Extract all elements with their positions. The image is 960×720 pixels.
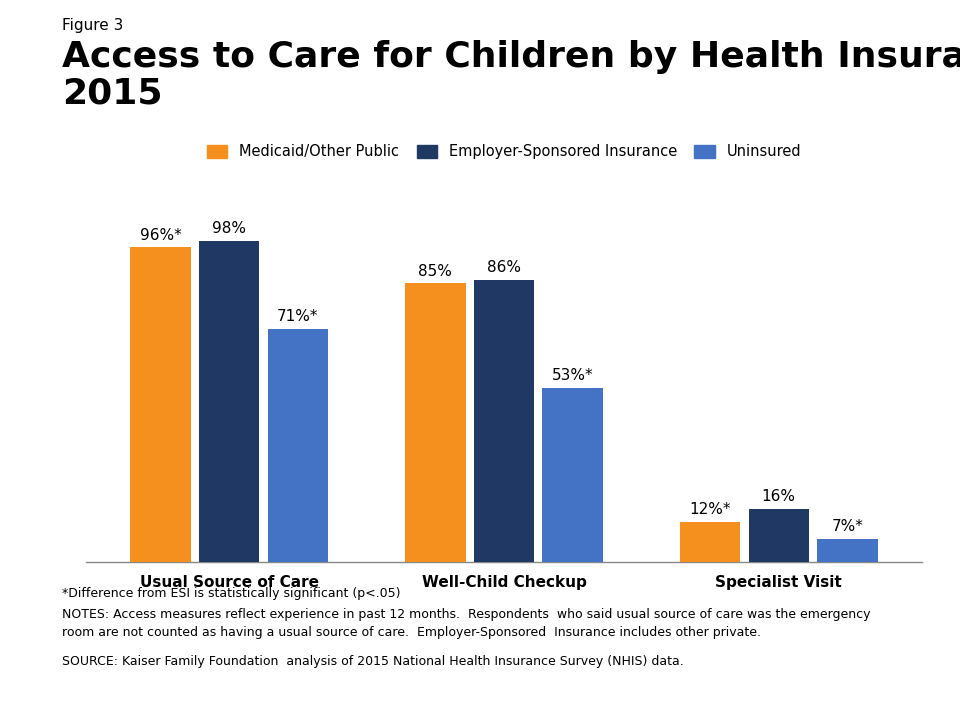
Bar bbox=[542, 388, 603, 562]
Text: 98%: 98% bbox=[212, 221, 247, 236]
Bar bbox=[474, 280, 534, 562]
Text: 7%*: 7%* bbox=[831, 519, 863, 534]
Text: Figure 3: Figure 3 bbox=[62, 18, 124, 33]
Text: Access to Care for Children by Health Insurance Status,
2015: Access to Care for Children by Health In… bbox=[62, 40, 960, 110]
Text: 96%*: 96%* bbox=[140, 228, 181, 243]
Text: NOTES: Access measures reflect experience in past 12 months.  Respondents  who s: NOTES: Access measures reflect experienc… bbox=[62, 608, 871, 639]
Text: 71%*: 71%* bbox=[277, 310, 319, 324]
Text: 16%: 16% bbox=[761, 490, 796, 504]
Bar bbox=[749, 509, 809, 562]
Text: 85%: 85% bbox=[419, 264, 452, 279]
Bar bbox=[405, 284, 466, 562]
Bar bbox=[268, 329, 328, 562]
Bar bbox=[680, 522, 740, 562]
Text: *Difference from ESI is statistically significant (p<.05): *Difference from ESI is statistically si… bbox=[62, 587, 401, 600]
Text: 86%: 86% bbox=[487, 260, 521, 275]
Text: 53%*: 53%* bbox=[552, 368, 593, 383]
Text: 12%*: 12%* bbox=[689, 503, 731, 518]
Legend: Medicaid/Other Public, Employer-Sponsored Insurance, Uninsured: Medicaid/Other Public, Employer-Sponsore… bbox=[207, 144, 801, 159]
Bar bbox=[817, 539, 877, 562]
Bar bbox=[131, 248, 191, 562]
Bar bbox=[199, 241, 259, 562]
Text: SOURCE: Kaiser Family Foundation  analysis of 2015 National Health Insurance Sur: SOURCE: Kaiser Family Foundation analysi… bbox=[62, 655, 684, 668]
Text: THE HENRY J.
KAISER
FAMILY
FOUNDATION: THE HENRY J. KAISER FAMILY FOUNDATION bbox=[842, 634, 919, 687]
